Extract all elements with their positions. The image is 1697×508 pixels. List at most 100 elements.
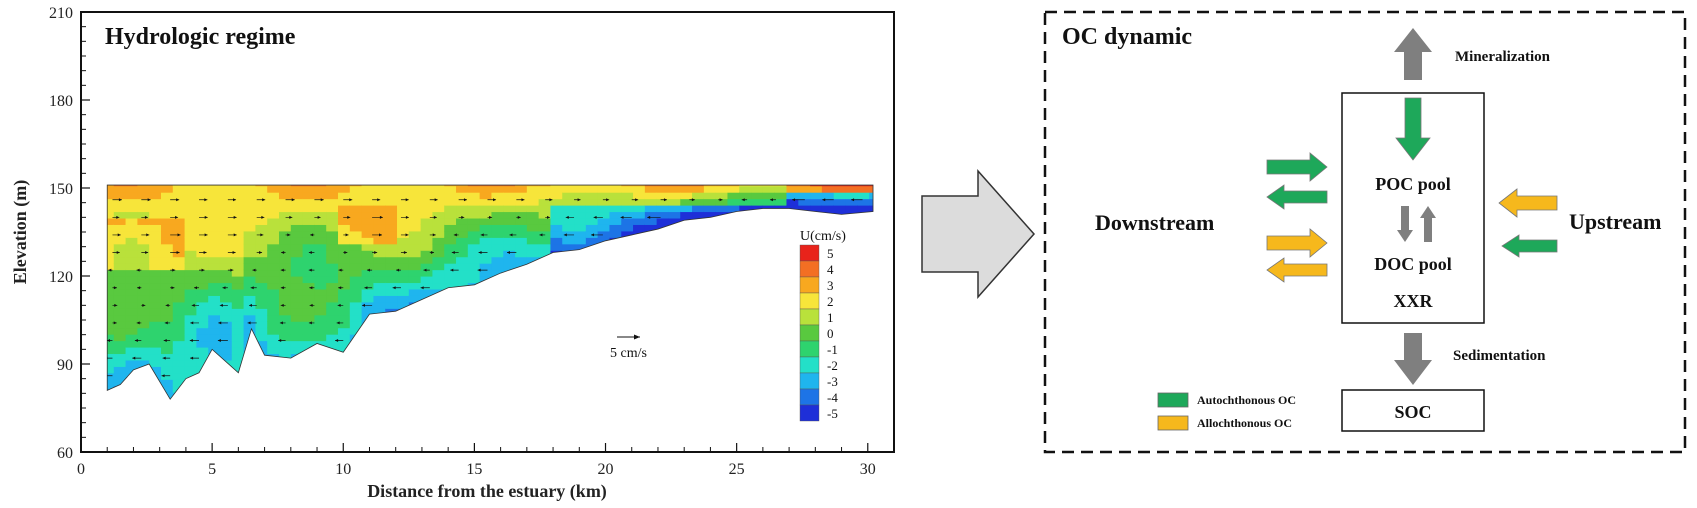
contour-cell — [408, 256, 422, 264]
velocity-vector-head — [113, 321, 117, 325]
contour-cell — [621, 192, 634, 200]
contour-cell — [125, 327, 138, 335]
contour-cell — [243, 295, 257, 303]
contour-cell — [255, 243, 268, 251]
contour-cell — [196, 205, 209, 213]
contour-cell — [668, 211, 681, 219]
contour-cell — [373, 269, 386, 277]
contour-cell — [196, 269, 209, 277]
velocity-vector-head — [546, 215, 550, 219]
contour-cell — [397, 185, 410, 187]
contour-cell — [692, 185, 705, 187]
x-tick-label: 30 — [860, 461, 876, 478]
contour-cell — [503, 243, 516, 251]
contour-cell — [160, 346, 174, 355]
contour-cell — [107, 321, 115, 329]
contour-cell — [644, 217, 658, 225]
velocity-vector-head — [308, 321, 312, 325]
velocity-vector-head — [233, 233, 237, 237]
contour-cell — [267, 192, 280, 200]
velocity-vector-head — [591, 233, 595, 237]
contour-cell — [125, 334, 138, 342]
velocity-vector-head — [477, 268, 481, 272]
contour-cell — [149, 269, 162, 277]
contour-cell — [172, 288, 186, 296]
velocity-vector-head — [222, 286, 226, 290]
contour-cell — [680, 185, 693, 193]
contour-cell — [479, 243, 493, 251]
contour-cell — [349, 205, 363, 213]
contour-cell — [361, 269, 375, 277]
contour-cell — [503, 192, 516, 200]
velocity-vector-head — [281, 251, 285, 255]
contour-cell — [751, 198, 764, 206]
contour-cell — [302, 340, 316, 348]
contour-cell — [668, 198, 681, 206]
contour-cell — [255, 269, 268, 277]
contour-cell — [184, 256, 197, 264]
velocity-vector-head — [248, 303, 252, 307]
contour-cell — [149, 185, 162, 187]
contour-cell — [385, 185, 398, 193]
contour-cell — [184, 288, 197, 296]
contour-cell — [196, 263, 209, 271]
contour-cell — [479, 185, 493, 187]
contour-cell — [338, 230, 351, 238]
contour-cell — [219, 288, 233, 296]
contour-cell — [107, 237, 115, 245]
contour-cell — [456, 250, 469, 258]
contour-cell — [290, 185, 304, 193]
contour-cell — [467, 243, 481, 251]
contour-cell — [408, 237, 422, 245]
contour-cell — [125, 256, 138, 264]
contour-cell — [515, 185, 528, 193]
contour-cell — [125, 243, 138, 251]
contour-cell — [290, 256, 304, 264]
contour-cell — [219, 353, 233, 361]
contour-cell — [550, 224, 563, 232]
contour-cell — [137, 314, 150, 322]
contour-cell — [408, 230, 422, 238]
contour-cell — [385, 276, 398, 284]
contour-cell — [538, 250, 552, 258]
contour-cell — [243, 243, 257, 251]
contour-cell — [184, 224, 197, 232]
contour-cell — [491, 230, 504, 238]
contour-cell — [385, 269, 398, 277]
contour-cell — [302, 334, 316, 342]
velocity-vector-head — [606, 198, 610, 202]
contour-cell — [467, 211, 481, 219]
contour-cell — [279, 276, 292, 284]
contour-cell — [231, 185, 245, 193]
contour-cell — [196, 340, 209, 348]
contour-cell — [107, 314, 115, 322]
contour-cell — [113, 379, 127, 387]
contour-cell — [314, 282, 327, 290]
contour-cell — [349, 224, 363, 232]
velocity-vector-head — [517, 215, 521, 219]
contour-cell — [255, 276, 268, 284]
velocity-vector-head — [347, 215, 351, 219]
contour-cell — [302, 211, 316, 219]
velocity-vector-head — [171, 286, 175, 290]
velocity-vector-head — [480, 233, 484, 237]
x-tick-label: 5 — [208, 461, 216, 478]
contour-cell — [160, 185, 174, 193]
contour-cell — [326, 288, 339, 296]
contour-cell — [255, 250, 268, 258]
contour-cell — [326, 263, 339, 271]
contour-cell — [184, 198, 197, 206]
contour-cell — [314, 192, 327, 200]
contour-cell — [397, 230, 410, 238]
contour-cell — [715, 185, 729, 187]
contour-cell — [137, 198, 150, 206]
contour-cell — [208, 282, 221, 290]
contour-cell — [326, 327, 339, 335]
oc-dynamic-panel: OC dynamic POC pool DOC pool XXR SOC Min… — [1043, 10, 1687, 454]
contour-cell — [420, 276, 434, 284]
contour-cell — [196, 327, 209, 335]
contour-cell — [160, 366, 174, 374]
contour-cell — [385, 250, 398, 258]
contour-cell — [113, 185, 127, 193]
contour-cell — [314, 243, 327, 251]
